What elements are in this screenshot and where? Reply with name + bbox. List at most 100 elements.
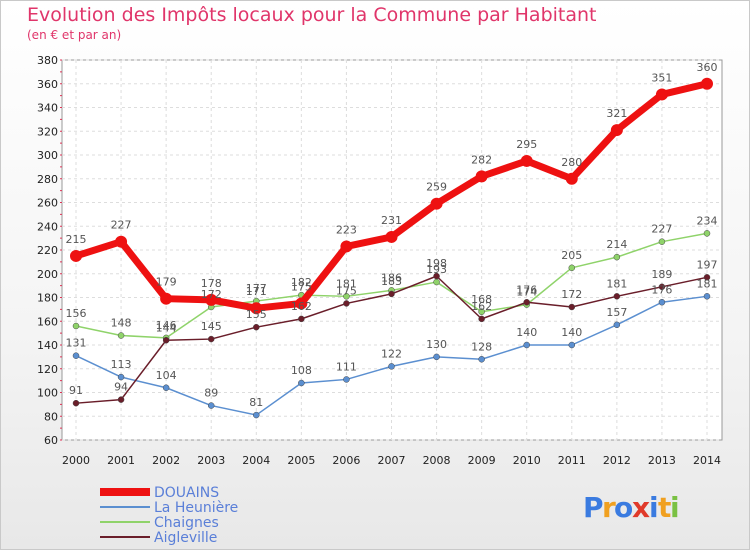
data-label: 183: [381, 275, 402, 288]
y-tick-label: 340: [37, 102, 58, 115]
legend-label: DOUAINS: [154, 485, 219, 501]
data-label: 214: [606, 238, 627, 251]
data-point: [388, 363, 395, 370]
data-point: [388, 290, 395, 298]
data-label: 146: [156, 319, 177, 332]
x-tick-label: 2001: [107, 454, 135, 467]
y-tick-label: 280: [37, 173, 58, 186]
data-label: 227: [111, 219, 132, 232]
data-point: [343, 300, 350, 307]
data-label: 280: [561, 156, 582, 169]
data-point: [658, 238, 666, 245]
data-point: [385, 230, 398, 243]
data-point: [520, 154, 533, 167]
data-point: [253, 411, 260, 419]
logo-letter: P: [583, 491, 604, 524]
data-label: 104: [156, 369, 177, 382]
label-layer: 215 227 179 178 171 175 223 231 259 282 295 280 321 3…: [66, 61, 718, 409]
data-point: [613, 293, 621, 300]
y-tick-label: 260: [37, 197, 58, 210]
data-point: [433, 353, 440, 361]
data-point: [433, 278, 440, 286]
logo-letter: i: [670, 491, 680, 524]
data-label: 128: [471, 340, 492, 353]
data-point: [117, 396, 125, 403]
y-tick-label: 60: [44, 434, 58, 447]
x-tick-label: 2013: [648, 454, 676, 467]
y-tick-label: 120: [37, 363, 58, 376]
data-point: [703, 293, 711, 300]
x-tick-label: 2011: [558, 454, 586, 467]
data-label: 259: [426, 181, 447, 194]
data-label: 181: [606, 277, 627, 290]
data-label: 89: [204, 387, 218, 400]
legend-label: Chaignes: [154, 515, 219, 531]
x-tick-label: 2007: [378, 454, 406, 467]
y-tick-label: 160: [37, 315, 58, 328]
data-label: 227: [651, 223, 672, 236]
data-label: 215: [66, 233, 87, 246]
data-label: 351: [651, 71, 672, 84]
data-point: [610, 124, 623, 137]
logo-letter: x: [632, 491, 650, 524]
data-label: 174: [516, 286, 537, 299]
grid-layer: [61, 59, 723, 441]
data-point: [658, 299, 666, 306]
data-label: 140: [561, 326, 582, 339]
y-tick-label: 220: [37, 244, 58, 257]
data-label: 168: [471, 293, 492, 306]
data-label: 193: [426, 263, 447, 276]
data-point: [523, 341, 530, 349]
data-point: [478, 315, 485, 323]
data-point: [162, 337, 170, 344]
data-point: [430, 197, 443, 210]
data-point: [523, 299, 530, 306]
data-label: 113: [111, 358, 132, 371]
data-label: 205: [561, 249, 582, 262]
data-label: 181: [697, 277, 718, 290]
data-point: [658, 283, 666, 291]
data-label: 234: [697, 214, 718, 227]
data-point: [701, 77, 713, 90]
data-point: [207, 402, 215, 409]
x-tick-label: 2008: [423, 454, 451, 467]
x-tick-label: 2005: [287, 454, 315, 467]
data-label: 186: [381, 271, 402, 284]
x-tick-label: 2002: [152, 454, 180, 467]
data-label: 171: [246, 285, 267, 298]
data-point: [72, 399, 80, 407]
data-point: [703, 230, 711, 237]
data-point: [568, 264, 576, 272]
data-point: [253, 323, 260, 331]
data-label: 91: [69, 384, 83, 397]
y-tick-label: 360: [37, 78, 58, 91]
data-label: 197: [697, 258, 718, 271]
data-point: [478, 308, 485, 315]
data-label: 156: [66, 307, 87, 320]
data-label: 122: [381, 347, 402, 360]
data-point: [117, 332, 125, 339]
x-tick-label: 2010: [513, 454, 541, 467]
data-label: 162: [291, 300, 312, 313]
x-tick-label: 2009: [468, 454, 496, 467]
data-label: 140: [516, 326, 537, 339]
y-tick-label: 100: [37, 387, 58, 400]
data-point: [298, 315, 305, 323]
data-label: 155: [246, 308, 267, 321]
data-point: [162, 384, 170, 391]
legend-label: La Heunière: [154, 500, 238, 516]
data-label: 360: [697, 61, 718, 74]
x-tick-label: 2006: [332, 454, 360, 467]
data-label: 81: [249, 396, 263, 409]
data-point: [160, 292, 173, 305]
data-point: [565, 172, 578, 185]
legend-label: Aigleville: [154, 530, 217, 546]
data-label: 178: [201, 277, 222, 290]
data-point: [613, 321, 621, 329]
data-label: 282: [471, 153, 492, 166]
data-label: 130: [426, 338, 447, 351]
data-point: [115, 235, 128, 248]
data-label: 148: [111, 317, 132, 330]
series-layer: [70, 77, 713, 419]
